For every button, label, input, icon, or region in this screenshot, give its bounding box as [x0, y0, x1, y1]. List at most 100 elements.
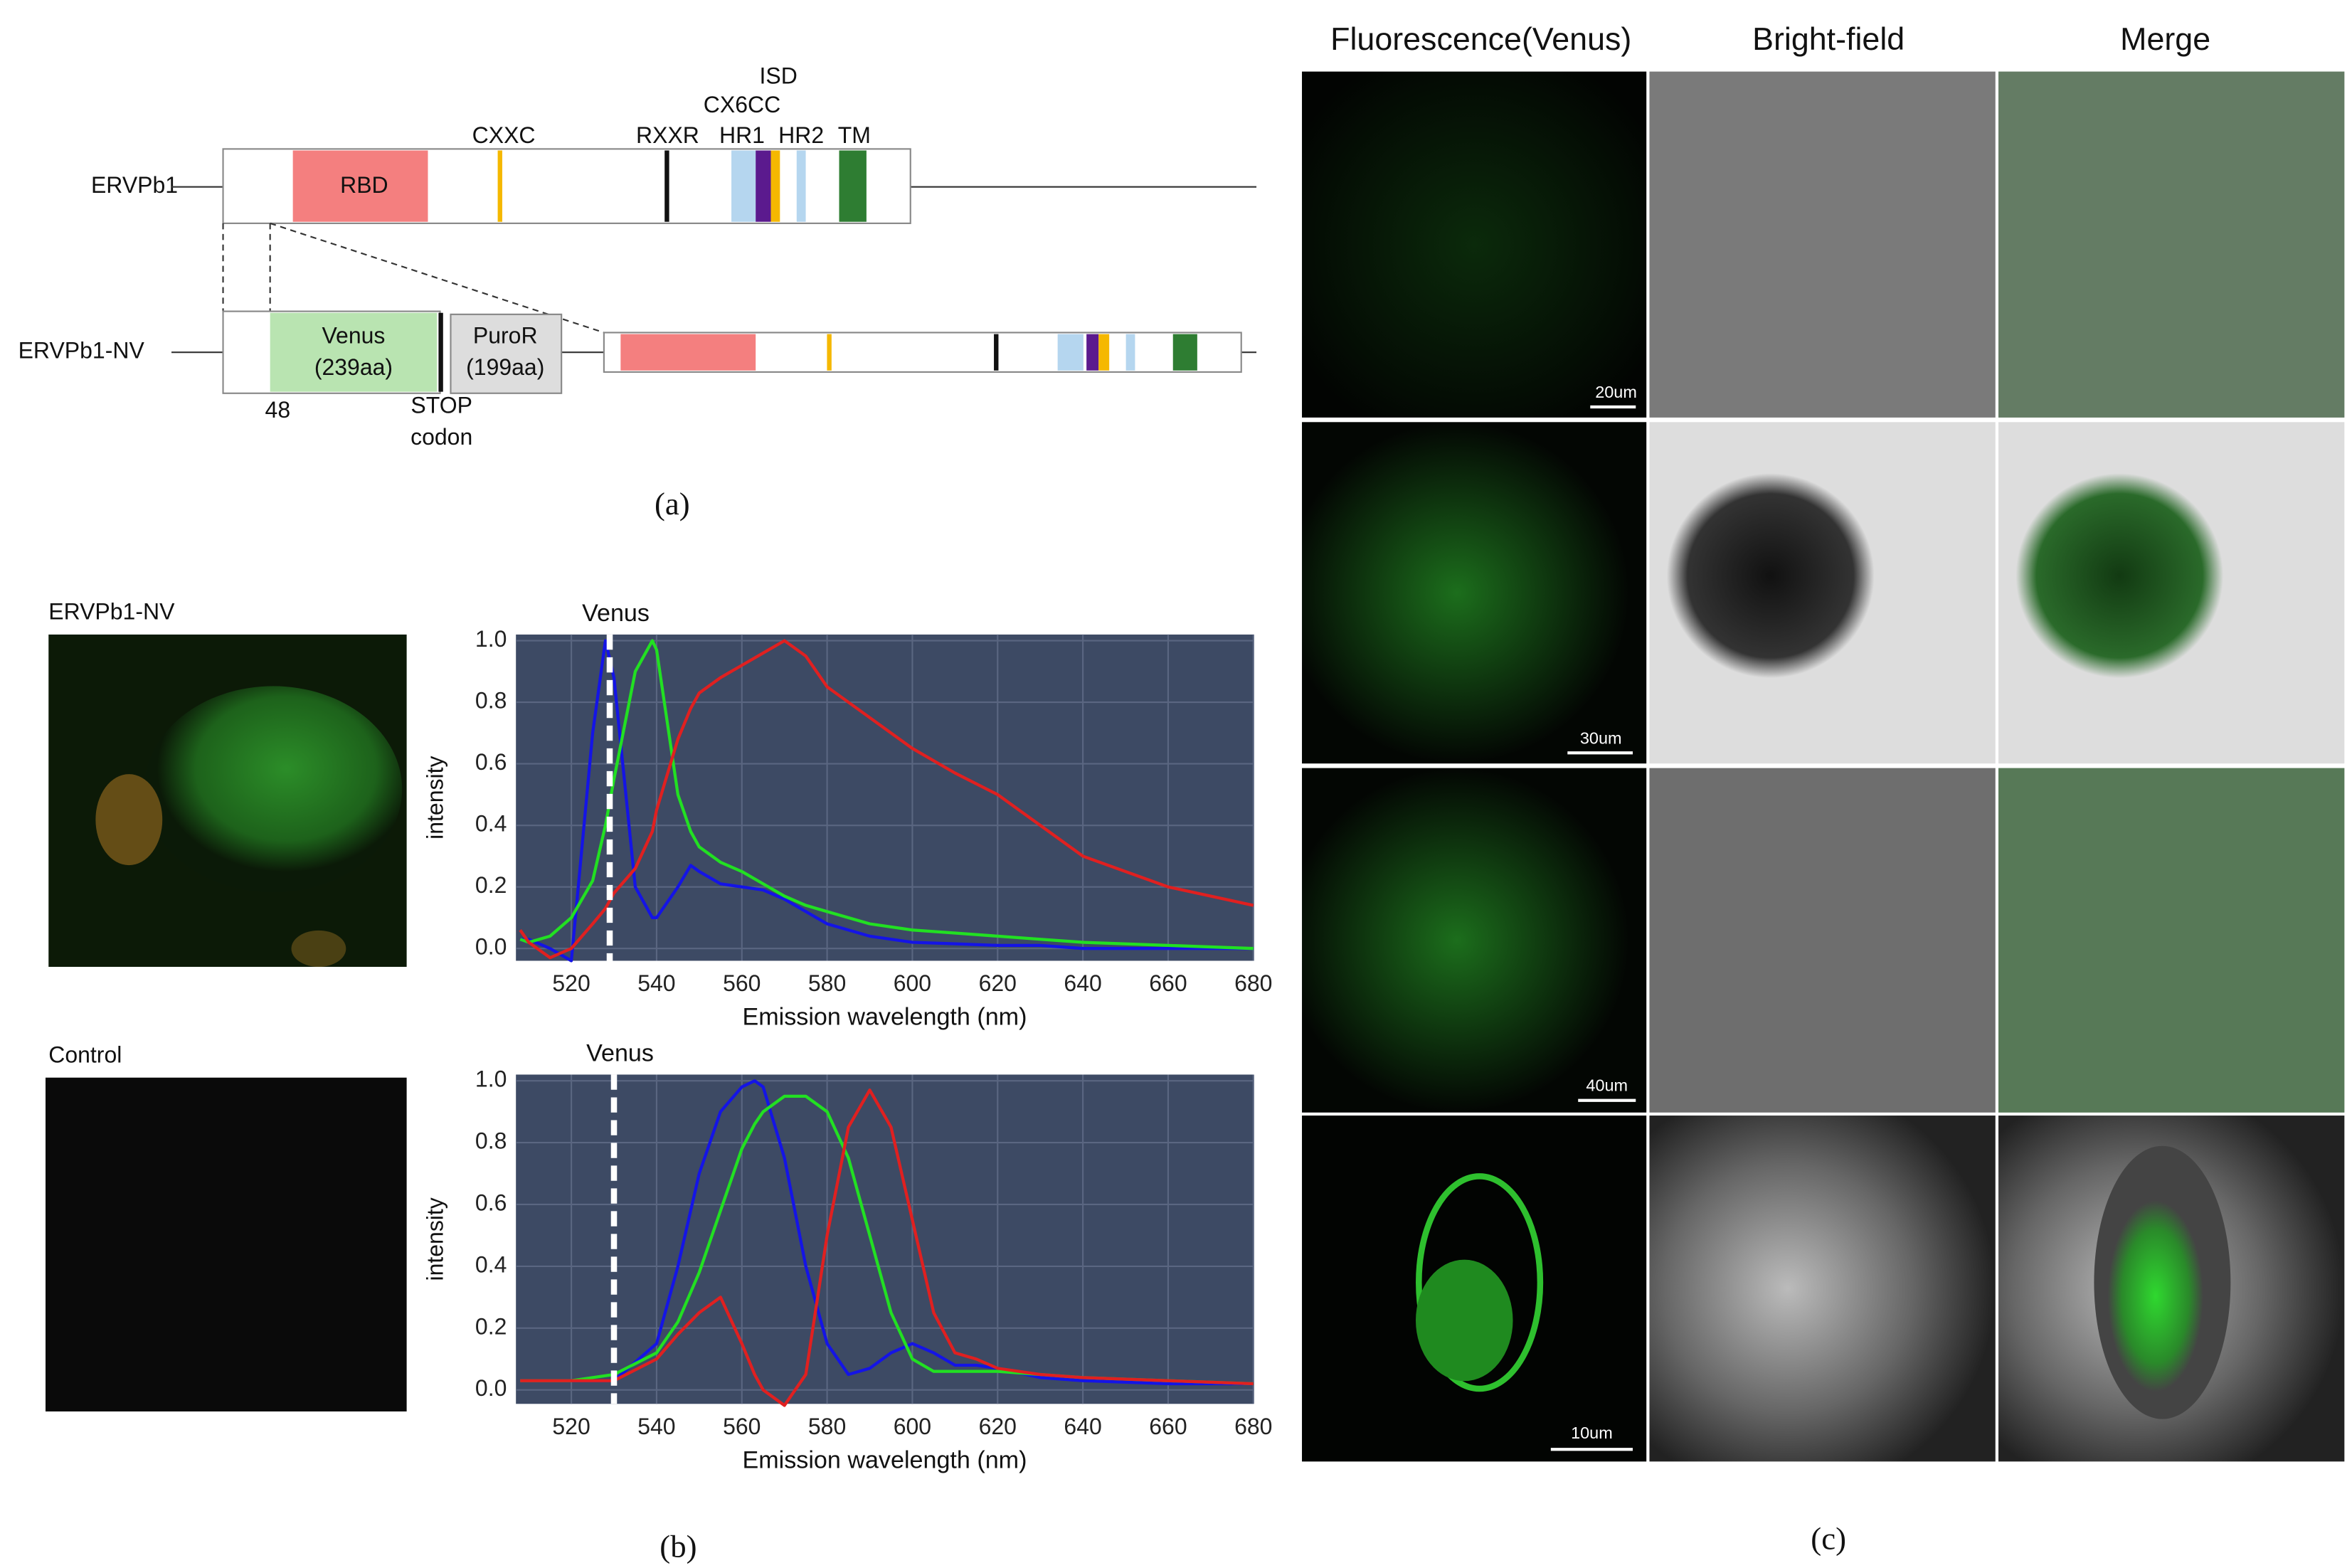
scale-bar-label: 30um	[1580, 729, 1622, 747]
domain-label: TM	[838, 122, 871, 148]
domain-label: RXXR	[636, 122, 699, 148]
domain-label: RBD	[340, 172, 388, 198]
panel-label: (b)	[659, 1528, 696, 1564]
micrograph	[1998, 71, 2345, 418]
x-tick-label: 640	[1064, 1414, 1101, 1439]
motif	[664, 150, 669, 222]
plot-area	[516, 634, 1254, 961]
domain-label: CX6CC	[704, 92, 780, 117]
overlay	[1998, 71, 2345, 418]
x-tick-label: 540	[637, 1414, 675, 1439]
micrograph	[1302, 768, 1647, 1113]
micrograph	[1649, 1116, 1996, 1462]
scale-bar-label: 40um	[1586, 1076, 1628, 1095]
domain-label: ISD	[760, 63, 798, 89]
domain	[1125, 334, 1135, 371]
cell	[1415, 1173, 1544, 1392]
y-axis-title: intensity	[423, 1197, 448, 1281]
motif	[497, 150, 502, 222]
cell	[144, 686, 403, 893]
insert-label: (239aa)	[314, 354, 393, 380]
y-tick-label: 0.2	[475, 872, 507, 898]
y-tick-label: 1.0	[475, 626, 507, 652]
series-line	[520, 1088, 1254, 1407]
domain	[1098, 334, 1110, 371]
x-tick-label: 640	[1064, 970, 1101, 996]
x-tick-label: 620	[979, 1414, 1017, 1439]
x-tick-label: 680	[1234, 1414, 1272, 1439]
micrograph	[1302, 71, 1647, 418]
domain	[1086, 334, 1099, 371]
scale-bar-label: 10um	[1571, 1424, 1613, 1442]
series-line	[519, 639, 1254, 960]
series-line	[520, 1094, 1254, 1386]
insert-label: PuroR	[473, 322, 538, 348]
y-tick-label: 0.4	[475, 1251, 507, 1277]
x-tick-label: 520	[552, 970, 590, 996]
cell	[95, 774, 163, 866]
micrograph	[1998, 422, 2345, 764]
x-tick-label: 660	[1149, 970, 1187, 996]
x-tick-label: 560	[723, 1414, 761, 1439]
x-tick-label: 580	[808, 970, 846, 996]
series-line	[520, 639, 1254, 963]
cell	[2094, 1145, 2231, 1419]
domain	[1172, 334, 1197, 371]
domain-label: HR1	[719, 122, 765, 148]
x-tick-label: 680	[1234, 970, 1272, 996]
stop-codon	[438, 312, 443, 392]
puro-box	[450, 313, 563, 394]
domain-label: HR2	[778, 122, 824, 148]
scale-bars	[1550, 405, 1636, 1451]
y-tick-label: 0.6	[475, 1190, 507, 1215]
y-tick-label: 1.0	[475, 1066, 507, 1092]
column-header: Bright-field	[1752, 21, 1905, 57]
x-tick-label: 620	[979, 970, 1017, 996]
x-axis-title: Emission wavelength (nm)	[742, 1446, 1027, 1473]
x-tick-label: 580	[808, 1414, 846, 1439]
y-tick-label: 0.6	[475, 749, 507, 775]
domain-label: CXXC	[472, 122, 536, 148]
y-axis-title: intensity	[423, 756, 448, 839]
x-axis-title: Emission wavelength (nm)	[742, 1004, 1027, 1031]
stop-label: STOP	[410, 392, 472, 418]
domain	[796, 150, 806, 222]
insert-label: Venus	[322, 322, 385, 348]
x-tick-label: 600	[894, 1414, 931, 1439]
x-tick-label: 520	[552, 1414, 590, 1439]
panel-label: (a)	[655, 486, 690, 521]
x-tick-label: 540	[637, 970, 675, 996]
line-chart: 520 540 560 580 600 620 640 660 680 0.0 0.2 0.4 0.6 0…	[423, 1040, 1273, 1474]
annotation: Venus	[582, 600, 650, 627]
motif	[827, 334, 832, 371]
domain	[839, 150, 867, 222]
y-tick-label: 0.4	[475, 811, 507, 837]
y-tick-label: 0.2	[475, 1313, 507, 1339]
scale-bar-label: 20um	[1595, 383, 1637, 401]
micrograph	[1302, 422, 1647, 764]
construct-name: ERVPb1-NV	[18, 338, 145, 364]
x-tick-label: 660	[1149, 1414, 1187, 1439]
micrograph	[1649, 768, 1996, 1113]
domain	[1057, 334, 1084, 371]
position-label: 48	[265, 397, 291, 423]
plot-area	[516, 1074, 1254, 1404]
panel-label: (c)	[1811, 1521, 1846, 1557]
domain	[292, 150, 428, 222]
micrograph	[1649, 422, 1996, 764]
image-label: ERVPb1-NV	[48, 599, 175, 625]
panel-b: ERVPb1-NV Control (b)	[45, 599, 697, 1564]
domain	[756, 150, 771, 222]
y-tick-label: 0.0	[475, 1375, 507, 1401]
overlay	[1998, 768, 2345, 1113]
y-tick-label: 0.0	[475, 934, 507, 960]
column-header: Merge	[2120, 21, 2210, 57]
cell	[1415, 1259, 1513, 1382]
panel-a: ERVPb1 RBD CXXC RXXR HR1 HR2 TM CX6CC IS…	[18, 63, 1257, 521]
annotation: Venus	[586, 1040, 654, 1067]
insert-label: (199aa)	[466, 354, 544, 380]
domain	[731, 150, 756, 222]
micrograph	[45, 1077, 407, 1411]
